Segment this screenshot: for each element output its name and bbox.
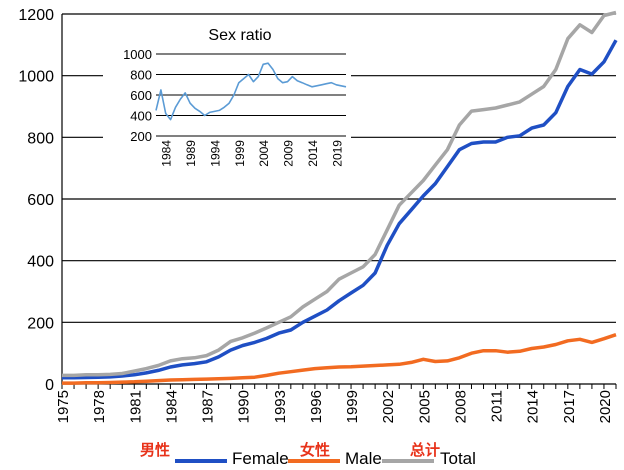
inset-x-tick-label: 1994 bbox=[208, 140, 222, 167]
main-x-tick-label: 1984 bbox=[163, 390, 180, 423]
main-x-tick-label: 1981 bbox=[127, 390, 144, 423]
inset-y-tick-label: 200 bbox=[130, 129, 152, 144]
main-x-tick-label: 2020 bbox=[597, 390, 614, 423]
legend-total-cn-label: 总计 bbox=[410, 442, 441, 459]
main-y-tick-label: 200 bbox=[27, 315, 54, 332]
main-y-tick-label: 0 bbox=[45, 377, 54, 394]
inset-title: Sex ratio bbox=[208, 27, 271, 44]
legend-male-cn-label: 女性 bbox=[300, 442, 331, 459]
main-axes bbox=[61, 14, 617, 389]
inset-series-line-0 bbox=[155, 62, 347, 121]
series-line-total bbox=[62, 10, 617, 378]
main-x-tick-label: 1975 bbox=[55, 390, 72, 423]
inset-x-tick-label: 2009 bbox=[282, 140, 296, 167]
inset-x-tick-label: 2019 bbox=[330, 140, 344, 167]
inset-y-tick-label: 600 bbox=[130, 88, 152, 103]
inset-x-tick-label: 1999 bbox=[233, 140, 247, 167]
main-x-tick-label: 1993 bbox=[272, 390, 289, 423]
main-x-tick-label: 1990 bbox=[236, 390, 253, 423]
main-y-tick-label: 1000 bbox=[18, 69, 54, 86]
main-x-tick-label: 2002 bbox=[380, 390, 397, 423]
main-x-tick-label: 2008 bbox=[452, 390, 469, 423]
legend-total-swatch bbox=[382, 459, 434, 463]
main-x-tick-label: 1987 bbox=[200, 390, 217, 423]
inset-x-tick-label: 2004 bbox=[257, 140, 271, 167]
inset-y-tick-labels: 200 400 600 800 1000 bbox=[123, 47, 152, 144]
legend-female-label: Female bbox=[232, 449, 289, 468]
main-x-tick-label: 1996 bbox=[308, 390, 325, 423]
main-x-tick-label: 2017 bbox=[561, 390, 578, 423]
inset-x-tick-label: 2014 bbox=[306, 140, 320, 167]
main-x-tick-label: 1999 bbox=[344, 390, 361, 423]
main-x-tick-label: 1978 bbox=[91, 390, 108, 423]
legend-female-cn-label: 男性 bbox=[140, 442, 171, 459]
main-y-tick-label: 800 bbox=[27, 130, 54, 147]
legend-male-swatch bbox=[288, 459, 340, 463]
main-x-tick-label: 2014 bbox=[525, 390, 542, 423]
main-y-tick-label: 600 bbox=[27, 192, 54, 209]
series-line-female bbox=[62, 39, 618, 380]
series-line-male bbox=[62, 333, 617, 385]
main-series-lines bbox=[62, 10, 618, 385]
inset-y-tick-label: 800 bbox=[130, 68, 152, 83]
main-y-tick-label: 1200 bbox=[18, 7, 54, 24]
inset-y-tick-label: 1000 bbox=[123, 47, 152, 62]
main-x-tick-labels: 1975 1978 1981 1984 1987 1990 1993 1996 1999 2002… bbox=[55, 390, 614, 423]
inset-x-tick-label: 1989 bbox=[184, 140, 198, 167]
inset-gridlines bbox=[156, 53, 346, 137]
legend-total-label: Total bbox=[440, 449, 476, 468]
legend: 男性 Female 女性 Male 总计 Total bbox=[0, 438, 624, 470]
inset-y-tick-label: 400 bbox=[130, 109, 152, 124]
main-x-tick-label: 2011 bbox=[489, 390, 506, 422]
main-y-tick-labels: 0 200 400 600 800 1000 1200 bbox=[18, 7, 54, 394]
main-y-tick-label: 400 bbox=[27, 254, 54, 271]
inset-series-line bbox=[155, 62, 347, 121]
legend-female-swatch bbox=[175, 459, 227, 463]
inset-chart: 200 400 600 800 1000 1984 1989 1994 1999 2004 200… bbox=[103, 20, 351, 190]
inset-x-tick-labels: 1984 1989 1994 1999 2004 2009 2014 2019 bbox=[160, 140, 345, 167]
main-x-tick-label: 2005 bbox=[416, 390, 433, 423]
legend-male-label: Male bbox=[345, 449, 382, 468]
inset-x-tick-label: 1984 bbox=[160, 140, 174, 167]
